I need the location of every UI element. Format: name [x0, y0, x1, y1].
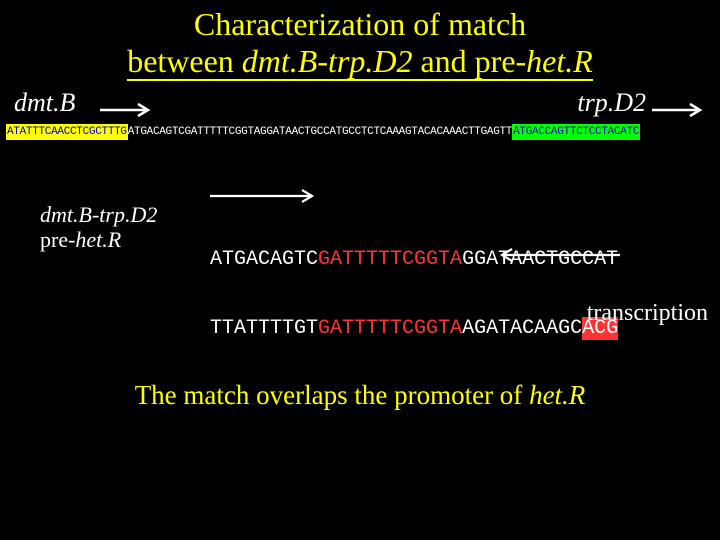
align-label-hetR: het.R	[75, 227, 121, 252]
slide-title: Characterization of match between dmt.B-…	[0, 0, 720, 80]
alignment-block: dmt.B-trp.D2 pre-het.R ATGACAGTCGATTTTTC…	[0, 184, 720, 264]
conclusion-text: The match overlaps the promoter of het.R	[0, 380, 720, 411]
dmtB-arrow-icon	[100, 102, 160, 118]
strip-left-highlight: ATATTTCAACCTCGCTTTG	[6, 124, 128, 140]
transcription-label: transcription	[587, 300, 708, 327]
trpD2-label: trp.D2	[577, 88, 646, 118]
alignment-labels: dmt.B-trp.D2 pre-het.R	[40, 202, 157, 253]
align-label-construct: dmt.B-trp.D2	[40, 202, 157, 227]
alignment-sequences: ATGACAGTCGATTTTTCGGTAGGATAACTGCCAT TTATT…	[210, 202, 618, 386]
title-line1: Characterization of match	[194, 6, 526, 42]
strip-mid: ATGACAGTCGATTTTTCGGTAGGATAACTGCCATGCCTCT…	[128, 124, 512, 140]
gene-labels-row: dmt.B trp.D2	[0, 88, 720, 122]
align-top-arrow-icon	[210, 188, 330, 202]
strip-right-highlight: ATGACCAGTTCTCCTACATC	[512, 124, 640, 140]
dmtB-label: dmt.B	[14, 88, 75, 118]
trpD2-arrow-icon	[652, 102, 712, 118]
sequence-strip: ATATTTCAACCTCGCTTTGATGACAGTCGATTTTTCGGTA…	[6, 124, 714, 140]
align-bottom-arrow-icon	[492, 248, 622, 262]
alignment-row-2: TTATTTTGTGATTTTTCGGTAAGATACAAGCACG	[210, 317, 618, 340]
title-line2: between dmt.B-trp.D2 and pre-het.R	[127, 43, 593, 81]
